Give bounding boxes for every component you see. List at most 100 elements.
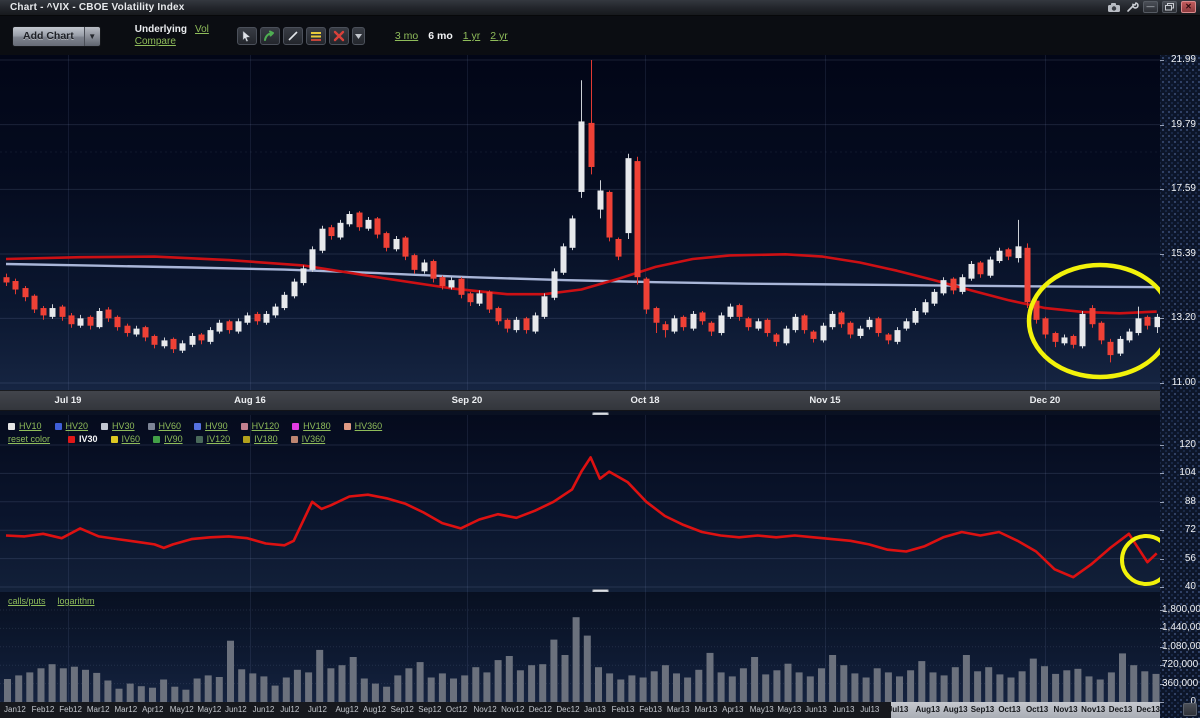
volume-bar	[561, 655, 569, 702]
timeline-axis[interactable]: Jan12 Feb12 Feb12 Mar12 Mar12 Apr12 May12 May12…	[0, 702, 1160, 718]
range-2yr[interactable]: 2 yr	[490, 30, 508, 42]
volume-bar	[271, 685, 279, 702]
candlestick-panel[interactable]	[0, 55, 1160, 390]
timeline-label: Dec12	[556, 705, 580, 714]
candle-body	[968, 263, 975, 279]
trendline-tool-icon[interactable]	[282, 27, 303, 45]
more-tools-dropdown-icon[interactable]	[351, 27, 365, 45]
volume-bar	[416, 662, 424, 702]
y-axis-tick	[1160, 383, 1164, 384]
timeline-label: Aug13	[915, 705, 940, 714]
volatility-panel[interactable]: HV10 HV20 HV30 HV60 HV90 HV120 HV180 HV360 rese…	[0, 415, 1160, 592]
volume-bar	[160, 679, 168, 702]
candle-body	[931, 291, 938, 304]
volume-bar	[918, 661, 926, 702]
legend-item-HV360[interactable]: HV360	[343, 421, 382, 431]
add-chart-button[interactable]: Add Chart ▼	[12, 25, 101, 47]
candle-body	[291, 281, 298, 297]
candle-body	[829, 313, 836, 328]
legend-item-IV90[interactable]: IV90	[153, 434, 183, 444]
candle-body	[22, 288, 29, 298]
volume-bar	[706, 652, 714, 702]
wrench-icon[interactable]	[1125, 1, 1139, 13]
timeline-label: Jan12	[4, 705, 26, 714]
vol-link[interactable]: Vol	[194, 24, 209, 35]
candle-body	[263, 313, 270, 323]
range-6mo[interactable]: 6 mo	[428, 30, 453, 42]
cursor-tool-icon[interactable]	[236, 27, 257, 45]
volume-bar	[1130, 665, 1138, 702]
legend-item-IV60[interactable]: IV60	[110, 434, 140, 444]
maximize-button[interactable]	[1162, 1, 1177, 13]
y-axis-tick	[1160, 702, 1164, 703]
reset-color-link[interactable]: reset color	[8, 434, 51, 444]
volume-bar	[450, 678, 457, 702]
volume-bar	[70, 666, 78, 702]
candle-body	[31, 295, 38, 310]
timeline-label: Aug12	[335, 705, 359, 714]
timeline-label: Mar13	[666, 705, 690, 714]
legend-item-HV60[interactable]: HV60	[147, 421, 181, 431]
legend-item-IV120[interactable]: IV120	[195, 434, 230, 444]
candle-body	[1024, 247, 1031, 303]
minimize-button[interactable]: —	[1143, 1, 1158, 13]
draw-arrow-tool-icon[interactable]	[259, 27, 280, 45]
volume-bar	[539, 664, 547, 702]
timeline-corner-button[interactable]	[1183, 703, 1197, 716]
legend-item-IV180[interactable]: IV180	[243, 434, 278, 444]
volume-bar	[4, 679, 11, 702]
camera-icon[interactable]	[1107, 2, 1121, 13]
candle-body	[597, 190, 604, 210]
candle-body	[875, 318, 882, 334]
volume-panel[interactable]: calls/puts logarithm	[0, 592, 1160, 702]
candle-body	[625, 158, 632, 234]
candle-body	[838, 312, 845, 325]
add-chart-dropdown-arrow-icon[interactable]: ▼	[83, 26, 100, 46]
y-axis-label: 15.39	[1170, 247, 1196, 259]
legend-item-HV120[interactable]: HV120	[240, 421, 279, 431]
range-3mo[interactable]: 3 mo	[394, 30, 419, 42]
candle-body	[764, 319, 771, 334]
timeline-label: Nov13	[1081, 705, 1106, 714]
candle-body	[383, 233, 390, 248]
candle-body	[300, 268, 307, 284]
volume-bar	[773, 670, 781, 702]
calls-puts-link[interactable]: calls/puts	[8, 596, 46, 606]
volume-bar	[762, 674, 770, 702]
timeline-label: Dec13	[1136, 705, 1160, 714]
volume-bar	[227, 640, 234, 702]
volume-bar	[996, 674, 1004, 702]
legend-item-HV20[interactable]: HV20	[54, 421, 88, 431]
timeline-label: Nov13	[1053, 705, 1078, 714]
candle-body	[1061, 337, 1068, 344]
y-axis-tick	[1160, 318, 1164, 320]
legend-item-IV30[interactable]: IV30	[68, 434, 98, 444]
candle-body	[588, 122, 595, 167]
legend-item-HV30[interactable]: HV30	[101, 421, 135, 431]
timeline-label: Oct13	[998, 705, 1021, 714]
volume-bar	[873, 668, 881, 702]
candle-body	[1079, 313, 1086, 347]
candle-body	[1070, 335, 1077, 345]
close-button[interactable]: ✕	[1181, 1, 1196, 13]
legend-item-HV90[interactable]: HV90	[194, 421, 228, 431]
candle-body	[560, 246, 567, 273]
fib-levels-tool-icon[interactable]	[305, 27, 326, 45]
candle-body	[40, 308, 47, 316]
legend-item-IV360[interactable]: IV360	[290, 434, 325, 444]
legend-swatch-icon	[8, 422, 15, 430]
volume-bar	[1018, 671, 1026, 702]
timeline-label: Sep12	[390, 705, 414, 714]
candle-body	[1144, 316, 1151, 326]
selected-range-highlight[interactable]	[891, 702, 1160, 718]
legend-item-HV180[interactable]: HV180	[292, 421, 331, 431]
delete-drawing-tool-icon[interactable]	[328, 27, 349, 45]
range-1yr[interactable]: 1 yr	[462, 30, 481, 42]
chart-content: Jul 19 Aug 16 Sep 20 Oct 18 Nov 15 Dec 20 HV1…	[0, 55, 1200, 718]
candle-body	[161, 340, 168, 347]
compare-link[interactable]: Compare	[134, 36, 176, 47]
legend-item-HV10[interactable]: HV10	[8, 421, 42, 431]
candle-body	[421, 262, 428, 272]
logarithm-link[interactable]: logarithm	[57, 596, 95, 606]
